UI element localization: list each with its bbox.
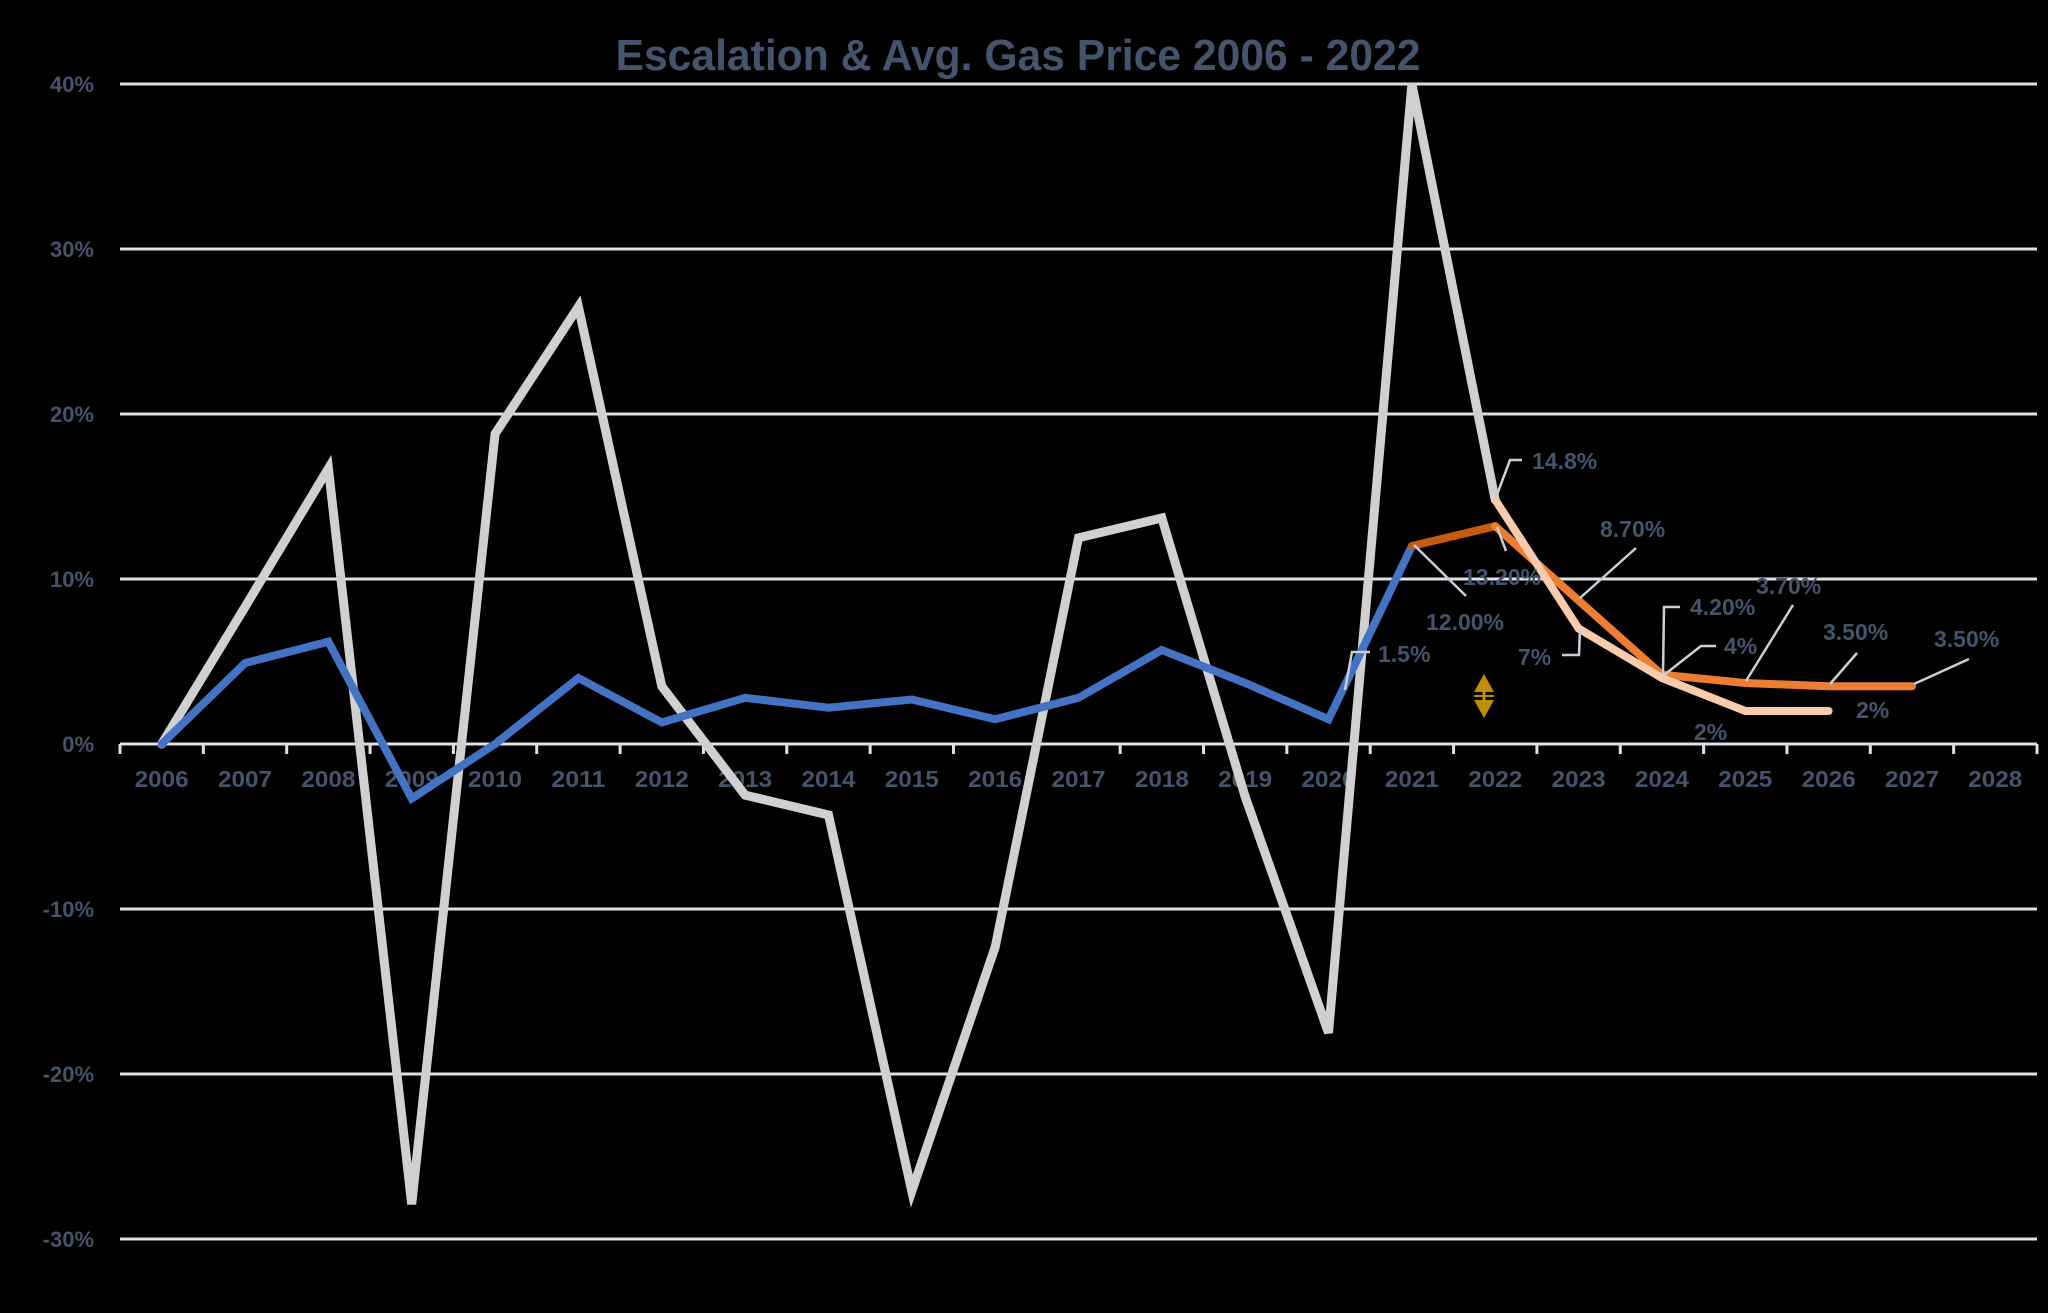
double-triangle-marker-icon [1474, 674, 1494, 718]
data-label: 14.8% [1532, 448, 1597, 474]
x-tick-label: 2017 [1052, 766, 1106, 792]
x-tick-label: 2021 [1385, 766, 1439, 792]
x-tick-label: 2024 [1635, 766, 1689, 792]
leader-line [1562, 627, 1582, 657]
y-tick-label: 20% [50, 402, 94, 427]
x-tick-label: 2026 [1802, 766, 1856, 792]
x-tick-label: 2023 [1552, 766, 1606, 792]
x-tick-label: 2016 [968, 766, 1022, 792]
series-line-gas-price-forecast [1491, 495, 1833, 715]
x-tick-label: 2011 [551, 766, 605, 792]
leader-line [1661, 605, 1680, 676]
leader-line [1829, 652, 1858, 685]
leader-line [1663, 644, 1716, 676]
y-tick-label: 40% [50, 72, 94, 97]
x-tick-label: 2028 [1968, 766, 2022, 792]
data-label: 1.5% [1378, 641, 1430, 667]
series-lines [157, 83, 1916, 1208]
leader-line [1495, 526, 1508, 552]
data-label: 13.20% [1463, 564, 1541, 590]
y-tick-label: 0% [62, 732, 94, 757]
x-tick-label: 2022 [1468, 766, 1522, 792]
up-triangle-icon [1474, 674, 1494, 692]
series-line-avg-gas-price-change [157, 83, 1500, 1208]
leader-line [1493, 458, 1522, 501]
y-tick-label: 30% [50, 237, 94, 262]
data-label: 3.50% [1823, 619, 1888, 645]
y-axis-labels: 40% 30% 20% 10% 0% -10% -20% -30% [43, 72, 94, 1252]
series-line-escalation-2021-2022 [1407, 522, 1500, 550]
data-label: 8.70% [1600, 516, 1665, 542]
data-label: 4% [1724, 633, 1757, 659]
x-tick-label: 2006 [135, 766, 189, 792]
chart-title: Escalation & Avg. Gas Price 2006 - 2022 [616, 31, 1421, 80]
data-label: 7% [1518, 644, 1551, 670]
x-tick-label: 2012 [635, 766, 689, 792]
data-label: 3.50% [1934, 626, 1999, 652]
series-line-escalation [157, 542, 1416, 805]
x-axis-labels: 2006 2007 2008 2009 2010 2011 2012 2013 2014 2015… [135, 766, 2023, 792]
data-label: 4.20% [1690, 594, 1755, 620]
x-tick-label: 2018 [1135, 766, 1189, 792]
marker-bar [1474, 695, 1494, 697]
y-tick-label: 10% [50, 567, 94, 592]
leader-line [1744, 604, 1795, 682]
x-tick-label: 2015 [885, 766, 939, 792]
y-tick-label: -20% [43, 1062, 94, 1087]
gridlines [120, 82, 2037, 1241]
leader-line [1913, 657, 1970, 686]
leader-line [1413, 544, 1467, 597]
x-tick-label: 2027 [1885, 766, 1939, 792]
x-tick-label: 2025 [1718, 766, 1772, 792]
data-label: 2% [1856, 697, 1889, 723]
data-labels: 1.5% 12.00% 13.20% 14.8% 8.70% 7% 4.20% 4% 3.70%… [1378, 448, 1999, 745]
x-tick-label: 2008 [301, 766, 355, 792]
data-label: 3.70% [1756, 573, 1821, 599]
y-tick-label: -10% [43, 897, 94, 922]
data-label: 2% [1694, 719, 1727, 745]
x-tick-label: 2014 [801, 766, 855, 792]
data-label-leader-lines [1343, 458, 1970, 691]
y-tick-label: -30% [43, 1227, 94, 1252]
series-line-escalation-forecast [1491, 522, 1916, 691]
x-tick-label: 2010 [468, 766, 522, 792]
down-triangle-icon [1474, 700, 1494, 718]
leader-line [1579, 547, 1637, 599]
leader-line [1343, 650, 1370, 691]
data-label: 12.00% [1426, 609, 1504, 635]
x-tick-label: 2007 [218, 766, 272, 792]
